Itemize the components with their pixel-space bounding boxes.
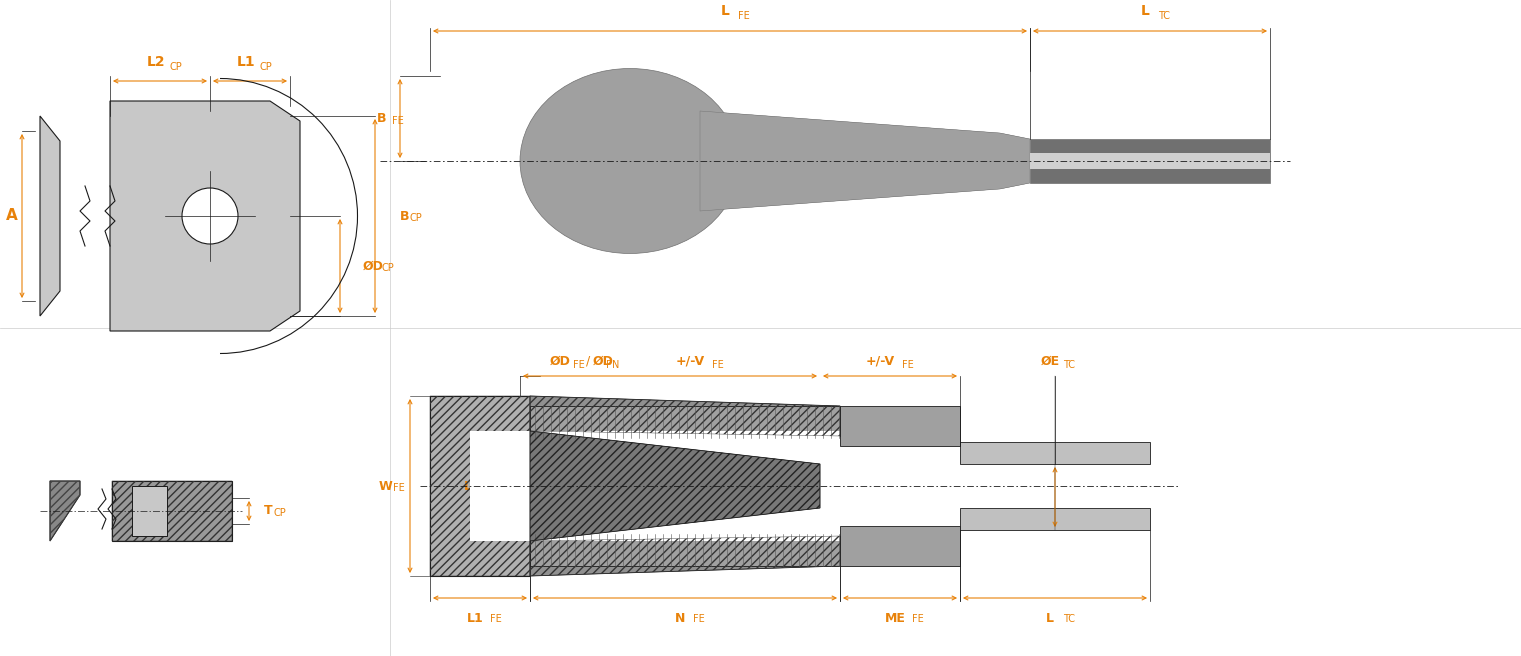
Text: L: L <box>464 480 472 493</box>
Ellipse shape <box>520 68 741 253</box>
Text: T: T <box>265 504 272 518</box>
Text: ME: ME <box>885 612 905 625</box>
Bar <box>430 396 529 576</box>
Text: FE: FE <box>554 483 564 493</box>
Text: CP: CP <box>411 213 423 223</box>
Bar <box>113 481 233 541</box>
Bar <box>113 481 233 541</box>
Text: L: L <box>721 4 730 18</box>
Text: L: L <box>1141 4 1150 18</box>
Polygon shape <box>50 481 81 541</box>
Polygon shape <box>110 101 300 331</box>
Text: FE: FE <box>694 614 704 624</box>
Text: CP: CP <box>170 62 183 72</box>
Text: T: T <box>545 481 552 491</box>
Text: PN: PN <box>468 483 482 493</box>
Text: ØD: ØD <box>364 260 383 272</box>
Text: ØD: ØD <box>593 355 614 368</box>
Text: CP: CP <box>272 508 286 518</box>
Polygon shape <box>1030 139 1270 183</box>
Text: CP: CP <box>380 263 394 273</box>
Text: FE: FE <box>392 115 403 125</box>
Text: TC: TC <box>1063 360 1075 370</box>
Text: TC: TC <box>1157 11 1170 21</box>
Text: ØD: ØD <box>549 355 570 368</box>
Text: FE: FE <box>712 360 724 370</box>
Text: TC: TC <box>1063 614 1075 624</box>
Text: L1: L1 <box>467 612 484 625</box>
Text: L1: L1 <box>237 55 256 69</box>
Text: ØE: ØE <box>1040 355 1060 368</box>
Text: +/-V: +/-V <box>675 355 704 368</box>
Bar <box>529 406 840 436</box>
Text: W: W <box>379 480 392 493</box>
Polygon shape <box>529 431 820 541</box>
Polygon shape <box>700 111 1030 211</box>
Bar <box>840 406 960 446</box>
Text: FE: FE <box>573 360 584 370</box>
Text: FE: FE <box>913 614 923 624</box>
Bar <box>1030 153 1270 169</box>
Text: FE: FE <box>902 360 914 370</box>
Polygon shape <box>40 116 59 316</box>
Polygon shape <box>529 396 840 436</box>
Text: /: / <box>586 355 590 368</box>
Text: L2: L2 <box>146 55 166 69</box>
Circle shape <box>183 188 237 244</box>
Bar <box>132 486 167 536</box>
Text: A: A <box>6 209 18 224</box>
Polygon shape <box>700 111 1030 211</box>
Text: B: B <box>400 209 409 222</box>
Bar <box>840 526 960 566</box>
Text: B: B <box>377 112 386 125</box>
Text: +/-V: +/-V <box>865 355 894 368</box>
Text: CP: CP <box>260 62 272 72</box>
Bar <box>430 396 529 576</box>
Bar <box>529 536 840 566</box>
Bar <box>470 431 840 541</box>
Text: N: N <box>675 612 684 625</box>
Bar <box>960 442 1150 464</box>
Polygon shape <box>529 536 840 576</box>
Bar <box>960 508 1150 530</box>
Text: FE: FE <box>738 11 750 21</box>
Text: L: L <box>1046 612 1054 625</box>
Text: FE: FE <box>394 483 405 493</box>
Text: PN: PN <box>605 360 619 370</box>
Text: FE: FE <box>490 614 502 624</box>
